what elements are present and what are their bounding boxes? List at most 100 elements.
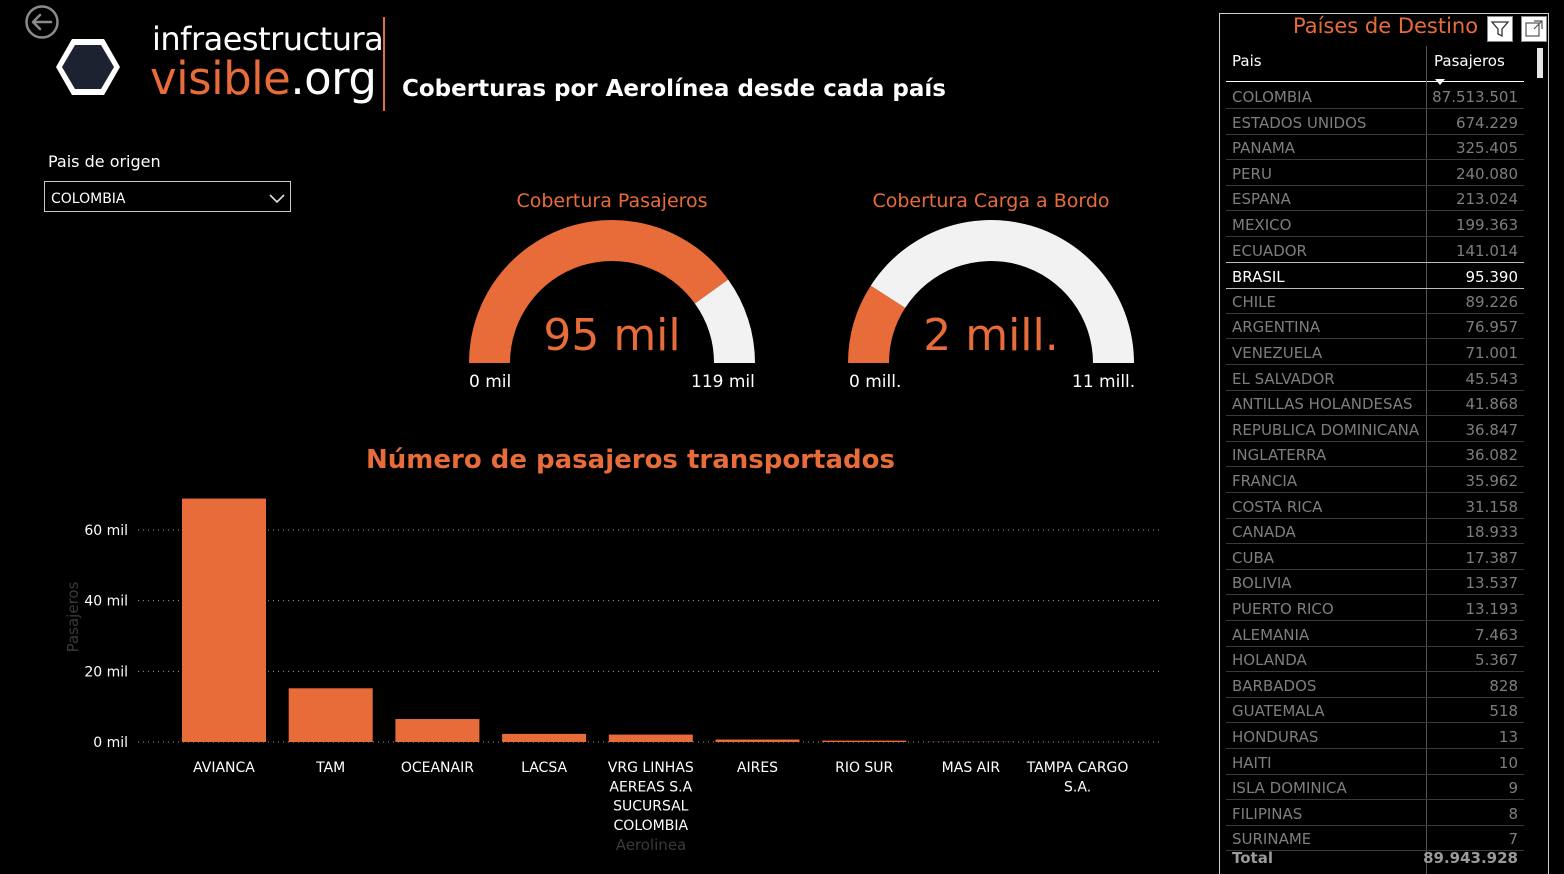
table-cell-pais: VENEZUELA — [1232, 344, 1323, 362]
table-row[interactable]: BARBADOS 828 — [1226, 672, 1524, 698]
table-row[interactable]: GUATEMALA 518 — [1226, 697, 1524, 724]
table-cell-pasajeros: 41.868 — [1465, 395, 1519, 414]
table-row[interactable]: BOLIVIA 13.537 — [1226, 569, 1524, 596]
table-row[interactable]: COLOMBIA 87.513.501 — [1226, 83, 1524, 109]
table-cell-pasajeros: 71.001 — [1465, 344, 1519, 362]
x-tick-label: TAM — [315, 760, 345, 776]
table-row[interactable]: PUERTO RICO 13.193 — [1226, 595, 1524, 621]
table-row[interactable]: MEXICO 199.363 — [1226, 211, 1524, 237]
table-cell-pasajeros: 674.229 — [1455, 113, 1518, 132]
table-cell-pais: ECUADOR — [1232, 241, 1307, 260]
table-cell-pais: SURINAME — [1232, 830, 1312, 849]
table-cell-pais: PANAMA — [1232, 139, 1296, 158]
table-cell-pasajeros: 31.158 — [1465, 497, 1519, 516]
table-cell-pasajeros: 9 — [1508, 779, 1518, 798]
gauge-passengers-min: 0 mil — [469, 372, 512, 392]
table-row[interactable]: BRASIL 95.390 — [1226, 262, 1524, 290]
table-row[interactable]: ANTILLAS HOLANDESAS 41.868 — [1226, 390, 1524, 417]
x-tick-label: AEREAS S.A — [609, 779, 692, 795]
x-tick-label: AVIANCA — [193, 760, 255, 776]
table-cell-pasajeros: 518 — [1489, 702, 1518, 721]
x-tick-label: TAMPA CARGO — [1026, 760, 1129, 776]
table-row[interactable]: REPUBLICA DOMINICANA 36.847 — [1226, 416, 1524, 442]
table-cell-pais: PUERTO RICO — [1232, 600, 1334, 618]
table-row[interactable]: HONDURAS 13 — [1226, 723, 1524, 749]
bar[interactable] — [288, 688, 373, 742]
gauge-passengers-max: 119 mil — [691, 372, 755, 392]
table-cell-pasajeros: 199.363 — [1455, 216, 1518, 234]
table-cell-pasajeros: 8 — [1508, 804, 1518, 823]
table-total-label: Total — [1232, 849, 1273, 867]
gauge-value-arc[interactable] — [469, 219, 729, 363]
table-cell-pais: GUATEMALA — [1232, 702, 1325, 721]
table-cell-pasajeros: 325.405 — [1455, 139, 1518, 158]
table-row[interactable]: ECUADOR 141.014 — [1226, 237, 1524, 263]
focus-mode-icon[interactable] — [1521, 16, 1547, 42]
table-cell-pasajeros: 13 — [1498, 728, 1518, 746]
logo-text-line2: visible.org — [150, 52, 377, 105]
table-row[interactable]: SURINAME 7 — [1226, 825, 1524, 852]
table-cell-pasajeros: 36.847 — [1465, 420, 1519, 439]
gauge-remaining-arc — [870, 220, 1134, 363]
gauge-value-arc[interactable] — [848, 285, 906, 363]
table-row[interactable]: ESTADOS UNIDOS 674.229 — [1226, 109, 1524, 135]
table-cell-pais: MEXICO — [1232, 216, 1292, 234]
table-row[interactable]: ESPANA 213.024 — [1226, 185, 1524, 212]
x-tick-label: S.A. — [1064, 779, 1091, 795]
table-cell-pais: BOLIVIA — [1232, 574, 1292, 593]
table-cell-pais: CUBA — [1232, 548, 1275, 567]
x-tick-label: SUCURSAL — [613, 799, 689, 815]
table-row[interactable]: FRANCIA 35.962 — [1226, 467, 1524, 493]
table-row[interactable]: PANAMA 325.405 — [1226, 134, 1524, 161]
table-cell-pais: FRANCIA — [1232, 472, 1298, 490]
table-cell-pasajeros: 36.082 — [1465, 446, 1519, 465]
country-dropdown-value: COLOMBIA — [51, 191, 126, 207]
table-cell-pasajeros: 828 — [1489, 676, 1518, 695]
table-row[interactable]: HOLANDA 5.367 — [1226, 646, 1524, 673]
bar[interactable] — [608, 734, 693, 742]
gauge-cargo-value: 2 mill. — [923, 310, 1059, 361]
back-button[interactable] — [24, 4, 60, 40]
table-cell-pasajeros: 5.367 — [1475, 651, 1518, 670]
filter-icon[interactable] — [1487, 16, 1513, 42]
table-cell-pais: HOLANDA — [1232, 651, 1307, 670]
x-tick-label: AIRES — [737, 760, 778, 776]
table-row[interactable]: INGLATERRA 36.082 — [1226, 441, 1524, 468]
back-arrow-icon — [25, 5, 59, 39]
country-dropdown[interactable] — [44, 181, 291, 212]
table-cell-pasajeros: 10 — [1498, 753, 1518, 772]
table-row[interactable]: CUBA 17.387 — [1226, 544, 1524, 570]
table-cell-pais: COSTA RICA — [1232, 497, 1323, 516]
table-row[interactable]: COSTA RICA 31.158 — [1226, 493, 1524, 519]
table-row[interactable]: FILIPINAS 8 — [1226, 800, 1524, 826]
table-cell-pasajeros: 13.193 — [1465, 600, 1519, 618]
table-row[interactable]: ALEMANIA 7.463 — [1226, 621, 1524, 647]
table-cell-pasajeros: 87.513.501 — [1432, 88, 1518, 106]
table-row[interactable]: HAITI 10 — [1226, 749, 1524, 775]
table-column-divider — [1426, 46, 1427, 874]
table-total-value: 89.943.928 — [1423, 849, 1518, 867]
bar[interactable] — [502, 733, 587, 742]
table-row[interactable]: ISLA DOMINICA 9 — [1226, 774, 1524, 801]
table-row[interactable]: CHILE 89.226 — [1226, 288, 1524, 314]
y-tick-label: 60 mil — [84, 523, 128, 539]
gauge-passengers — [469, 219, 755, 363]
table-cell-pasajeros: 141.014 — [1455, 241, 1518, 260]
y-tick-label: 20 mil — [84, 664, 128, 680]
table-cell-pasajeros: 13.537 — [1465, 574, 1519, 593]
table-row[interactable]: ARGENTINA 76.957 — [1226, 313, 1524, 340]
table-row[interactable]: CANADA 18.933 — [1226, 518, 1524, 545]
table-row[interactable]: VENEZUELA 71.001 — [1226, 339, 1524, 365]
bar[interactable] — [395, 719, 480, 742]
table-scrollbar[interactable] — [1537, 48, 1543, 78]
table-cell-pasajeros: 76.957 — [1465, 318, 1519, 337]
bar[interactable] — [715, 739, 800, 742]
bar[interactable] — [822, 740, 907, 742]
chevron-down-icon[interactable] — [268, 190, 286, 204]
bar[interactable] — [182, 498, 266, 742]
column-header-pasajeros[interactable]: Pasajeros — [1434, 52, 1505, 70]
table-row[interactable]: EL SALVADOR 45.543 — [1226, 365, 1524, 391]
gauge-cargo-min: 0 mill. — [849, 372, 902, 392]
table-row[interactable]: PERU 240.080 — [1226, 160, 1524, 186]
column-header-pais[interactable]: Pais — [1232, 52, 1262, 70]
